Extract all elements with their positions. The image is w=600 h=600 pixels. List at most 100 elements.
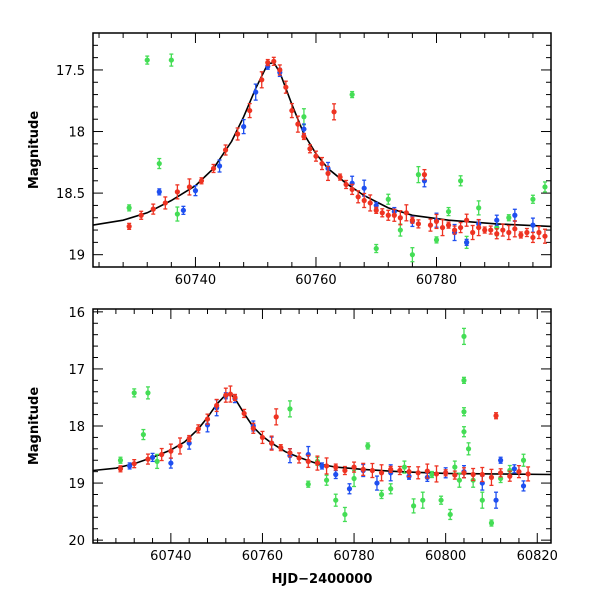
data-point-green (452, 464, 458, 470)
data-point-green (411, 503, 417, 509)
plot-data (93, 53, 551, 263)
data-point-red (343, 181, 349, 188)
x-tick-label: 60760 (295, 273, 336, 288)
data-point-green (342, 511, 348, 518)
data-point-red (439, 224, 446, 231)
data-point-blue (241, 124, 247, 130)
data-point-green (117, 457, 124, 463)
x-tick-label: 60800 (425, 549, 466, 564)
data-point-red (493, 413, 499, 419)
y-tick-label: 18 (68, 420, 85, 435)
x-tick-label: 60780 (416, 273, 457, 288)
data-point-red (427, 222, 434, 228)
data-point-red (512, 226, 518, 232)
data-point-red (470, 471, 476, 478)
data-point-red (232, 394, 238, 401)
data-point-green (479, 497, 485, 503)
x-tick-label: 60740 (175, 273, 216, 288)
data-point-green (465, 446, 472, 452)
data-point-green (397, 227, 403, 233)
data-point-red (247, 107, 253, 114)
data-point-green (520, 457, 527, 463)
data-point-green (506, 215, 512, 221)
data-point-red (482, 227, 488, 233)
data-point-red (367, 200, 373, 206)
data-point-green (154, 458, 160, 464)
data-point-red (479, 471, 485, 478)
data-point-red (494, 231, 500, 237)
data-point-red (333, 464, 339, 470)
data-point-green (349, 91, 355, 98)
data-point-red (536, 229, 542, 236)
data-point-red (250, 425, 256, 431)
data-point-red (198, 178, 205, 184)
data-point-red (301, 133, 307, 140)
data-point-red (385, 212, 391, 218)
data-point-red (235, 131, 241, 137)
data-point-red (150, 206, 156, 212)
data-point-red (500, 227, 506, 233)
data-point-green (476, 205, 482, 211)
bottom-panel: 60740 60760 60780 60800 60820 16 17 18 19 20 Magni… (27, 306, 558, 587)
data-point-red (433, 471, 440, 477)
data-point-red (452, 472, 458, 478)
data-point-red (159, 451, 165, 458)
data-point-green (131, 390, 137, 396)
data-point-red (323, 463, 330, 469)
data-point-green (420, 497, 426, 503)
data-point-red (415, 470, 421, 476)
data-point-red (138, 212, 144, 218)
data-point-red (516, 469, 522, 475)
data-point-red (305, 458, 311, 464)
data-point-red (296, 455, 302, 461)
data-point-blue (156, 189, 162, 195)
data-point-red (542, 233, 548, 239)
data-point-red (162, 200, 168, 206)
data-point-green (323, 477, 330, 483)
data-point-red (506, 229, 512, 236)
data-point-red (379, 210, 385, 216)
data-point-red (227, 391, 233, 397)
data-point-red (271, 58, 277, 64)
data-point-red (445, 222, 452, 228)
y-tick-label: 17.5 (56, 64, 85, 79)
data-point-red (186, 435, 192, 442)
data-point-red (464, 217, 470, 223)
data-point-green (433, 237, 440, 243)
data-point-red (278, 445, 284, 451)
y-tick-label: 19 (68, 249, 85, 264)
data-point-red (313, 153, 319, 159)
data-point-red (424, 468, 430, 474)
data-point-blue (498, 457, 504, 463)
data-point-red (378, 470, 385, 476)
data-point-red (530, 234, 536, 241)
y-tick-label: 18 (68, 126, 85, 141)
data-point-red (174, 189, 180, 195)
x-tick-label: 60820 (517, 549, 558, 564)
data-point-red (388, 466, 394, 472)
data-point-red (443, 470, 449, 476)
y-tick-label: 17 (68, 363, 85, 378)
data-point-blue (253, 89, 259, 95)
data-point-red (259, 77, 265, 83)
data-point-red (349, 186, 355, 193)
x-tick-label: 60760 (242, 549, 283, 564)
data-point-green (456, 477, 462, 483)
data-point-green (333, 497, 339, 503)
data-point-red (295, 121, 301, 127)
data-point-green (542, 184, 548, 190)
plot-frame (92, 32, 552, 268)
data-point-green (156, 160, 162, 167)
data-point-red (287, 450, 293, 456)
data-point-green (168, 57, 174, 63)
data-point-green (401, 464, 408, 470)
data-point-red (498, 470, 504, 476)
data-point-blue (530, 222, 536, 228)
data-point-red (331, 109, 337, 115)
data-point-red (307, 146, 313, 152)
data-point-red (470, 229, 476, 236)
data-point-green (415, 172, 422, 178)
data-point-blue (168, 460, 174, 466)
data-point-green (174, 211, 180, 217)
